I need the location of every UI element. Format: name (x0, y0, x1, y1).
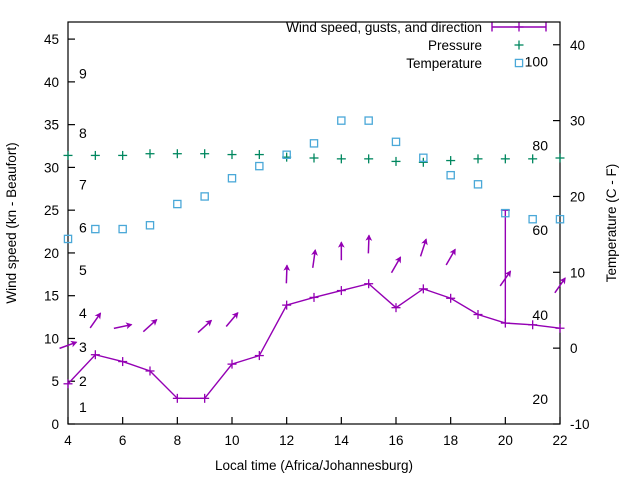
x-axis-tick-label: 22 (552, 433, 567, 448)
legend-marker-temperature (514, 58, 524, 68)
legend-label: Pressure (428, 38, 482, 53)
temperature-point (419, 153, 428, 163)
fahrenheit-scale-label: 80 (532, 138, 548, 154)
plot-frame (67, 21, 561, 425)
beaufort-scale-label: 2 (79, 373, 87, 389)
wind-direction-arrow-icon (390, 256, 402, 274)
y-axis-tick-label: 0 (51, 417, 59, 432)
y2-axis-tick-label: 40 (570, 38, 585, 53)
beaufort-scale-label: 4 (79, 305, 87, 321)
wind-direction-arrow-icon (554, 277, 566, 294)
wind-direction-arrow-icon (59, 340, 78, 350)
temperature-point (555, 214, 565, 224)
wind-direction-arrow-icon (197, 319, 213, 334)
y2-axis-title: Temperature (C - F) (604, 164, 619, 283)
y-axis-tick-label: 5 (51, 374, 59, 389)
x-axis-tick-label: 6 (119, 433, 127, 448)
x-axis-tick-label: 14 (334, 433, 350, 448)
temperature-point (173, 199, 182, 209)
temperature-point (473, 180, 483, 189)
beaufort-scale-label: 9 (79, 65, 87, 81)
temperature-point (309, 139, 319, 148)
temperature-point (282, 150, 291, 159)
y-axis-tick-label: 35 (44, 118, 59, 133)
fahrenheit-scale-label: 60 (532, 222, 548, 238)
wind-direction-arrow-icon (311, 249, 318, 268)
y-axis-tick-label: 20 (44, 246, 59, 261)
x-axis-tick-label: 4 (64, 433, 72, 448)
temperature-point (91, 224, 100, 234)
wind-direction-arrow-icon (337, 241, 345, 261)
y2-axis-tick-label: 10 (570, 265, 585, 280)
wind-direction-arrow-icon (365, 234, 373, 254)
x-axis-tick-label: 8 (174, 433, 182, 448)
temperature-point (227, 173, 237, 183)
y2-axis-tick-label: 0 (570, 341, 578, 356)
y-axis-tick-label: 10 (44, 331, 59, 346)
fahrenheit-scale-label: 20 (532, 391, 548, 407)
temperature-point (118, 224, 127, 234)
wind-direction-arrow-icon (89, 312, 102, 329)
y-axis-tick-label: 15 (44, 289, 59, 304)
wind-direction-arrow-icon (419, 238, 428, 257)
legend-label: Wind speed, gusts, and direction (286, 20, 482, 35)
temperature-point (63, 234, 73, 244)
x-axis-tick-label: 12 (279, 433, 294, 448)
fahrenheit-scale-label: 100 (525, 53, 549, 69)
x-axis-tick-label: 18 (443, 433, 458, 448)
y-axis-title: Wind speed (kn - Beaufort) (4, 142, 19, 303)
legend-label: Temperature (406, 56, 482, 71)
beaufort-scale-label: 7 (79, 177, 87, 193)
x-axis-title: Local time (Africa/Johannesburg) (215, 458, 413, 473)
y2-axis-tick-label: 30 (570, 114, 585, 129)
wind-direction-arrow-icon (142, 318, 158, 333)
beaufort-scale-label: 8 (79, 125, 87, 141)
x-axis-tick-label: 16 (388, 433, 403, 448)
y2-axis-tick-label: 20 (570, 189, 585, 204)
y-axis-tick-label: 40 (44, 75, 59, 90)
beaufort-scale-label: 6 (79, 219, 87, 235)
wind-direction-arrow-icon (283, 264, 291, 284)
x-axis-tick-label: 10 (224, 433, 239, 448)
y-axis-tick-label: 30 (44, 160, 59, 175)
temperature-point (501, 208, 510, 218)
temperature-point (145, 221, 155, 230)
x-axis-tick-label: 20 (498, 433, 513, 448)
y-axis-tick-label: 25 (44, 203, 59, 218)
fahrenheit-scale-label: 40 (532, 307, 548, 323)
wind-direction-arrow-icon (225, 311, 239, 328)
temperature-point (364, 116, 373, 125)
y2-axis-tick-label: -10 (570, 417, 590, 432)
beaufort-scale-label: 3 (79, 339, 87, 355)
temperature-point (391, 137, 401, 147)
wind-direction-arrow-icon (113, 322, 133, 330)
temperature-point (255, 161, 264, 171)
beaufort-scale-label: 5 (79, 262, 87, 278)
temperature-point (446, 170, 455, 180)
temperature-point (337, 116, 346, 125)
wind-direction-arrow-icon (499, 270, 512, 287)
y-axis-tick-label: 45 (44, 32, 59, 47)
wind-direction-arrow-icon (445, 248, 456, 266)
beaufort-scale-label: 1 (79, 399, 87, 415)
temperature-point (528, 214, 537, 224)
temperature-point (200, 192, 209, 201)
